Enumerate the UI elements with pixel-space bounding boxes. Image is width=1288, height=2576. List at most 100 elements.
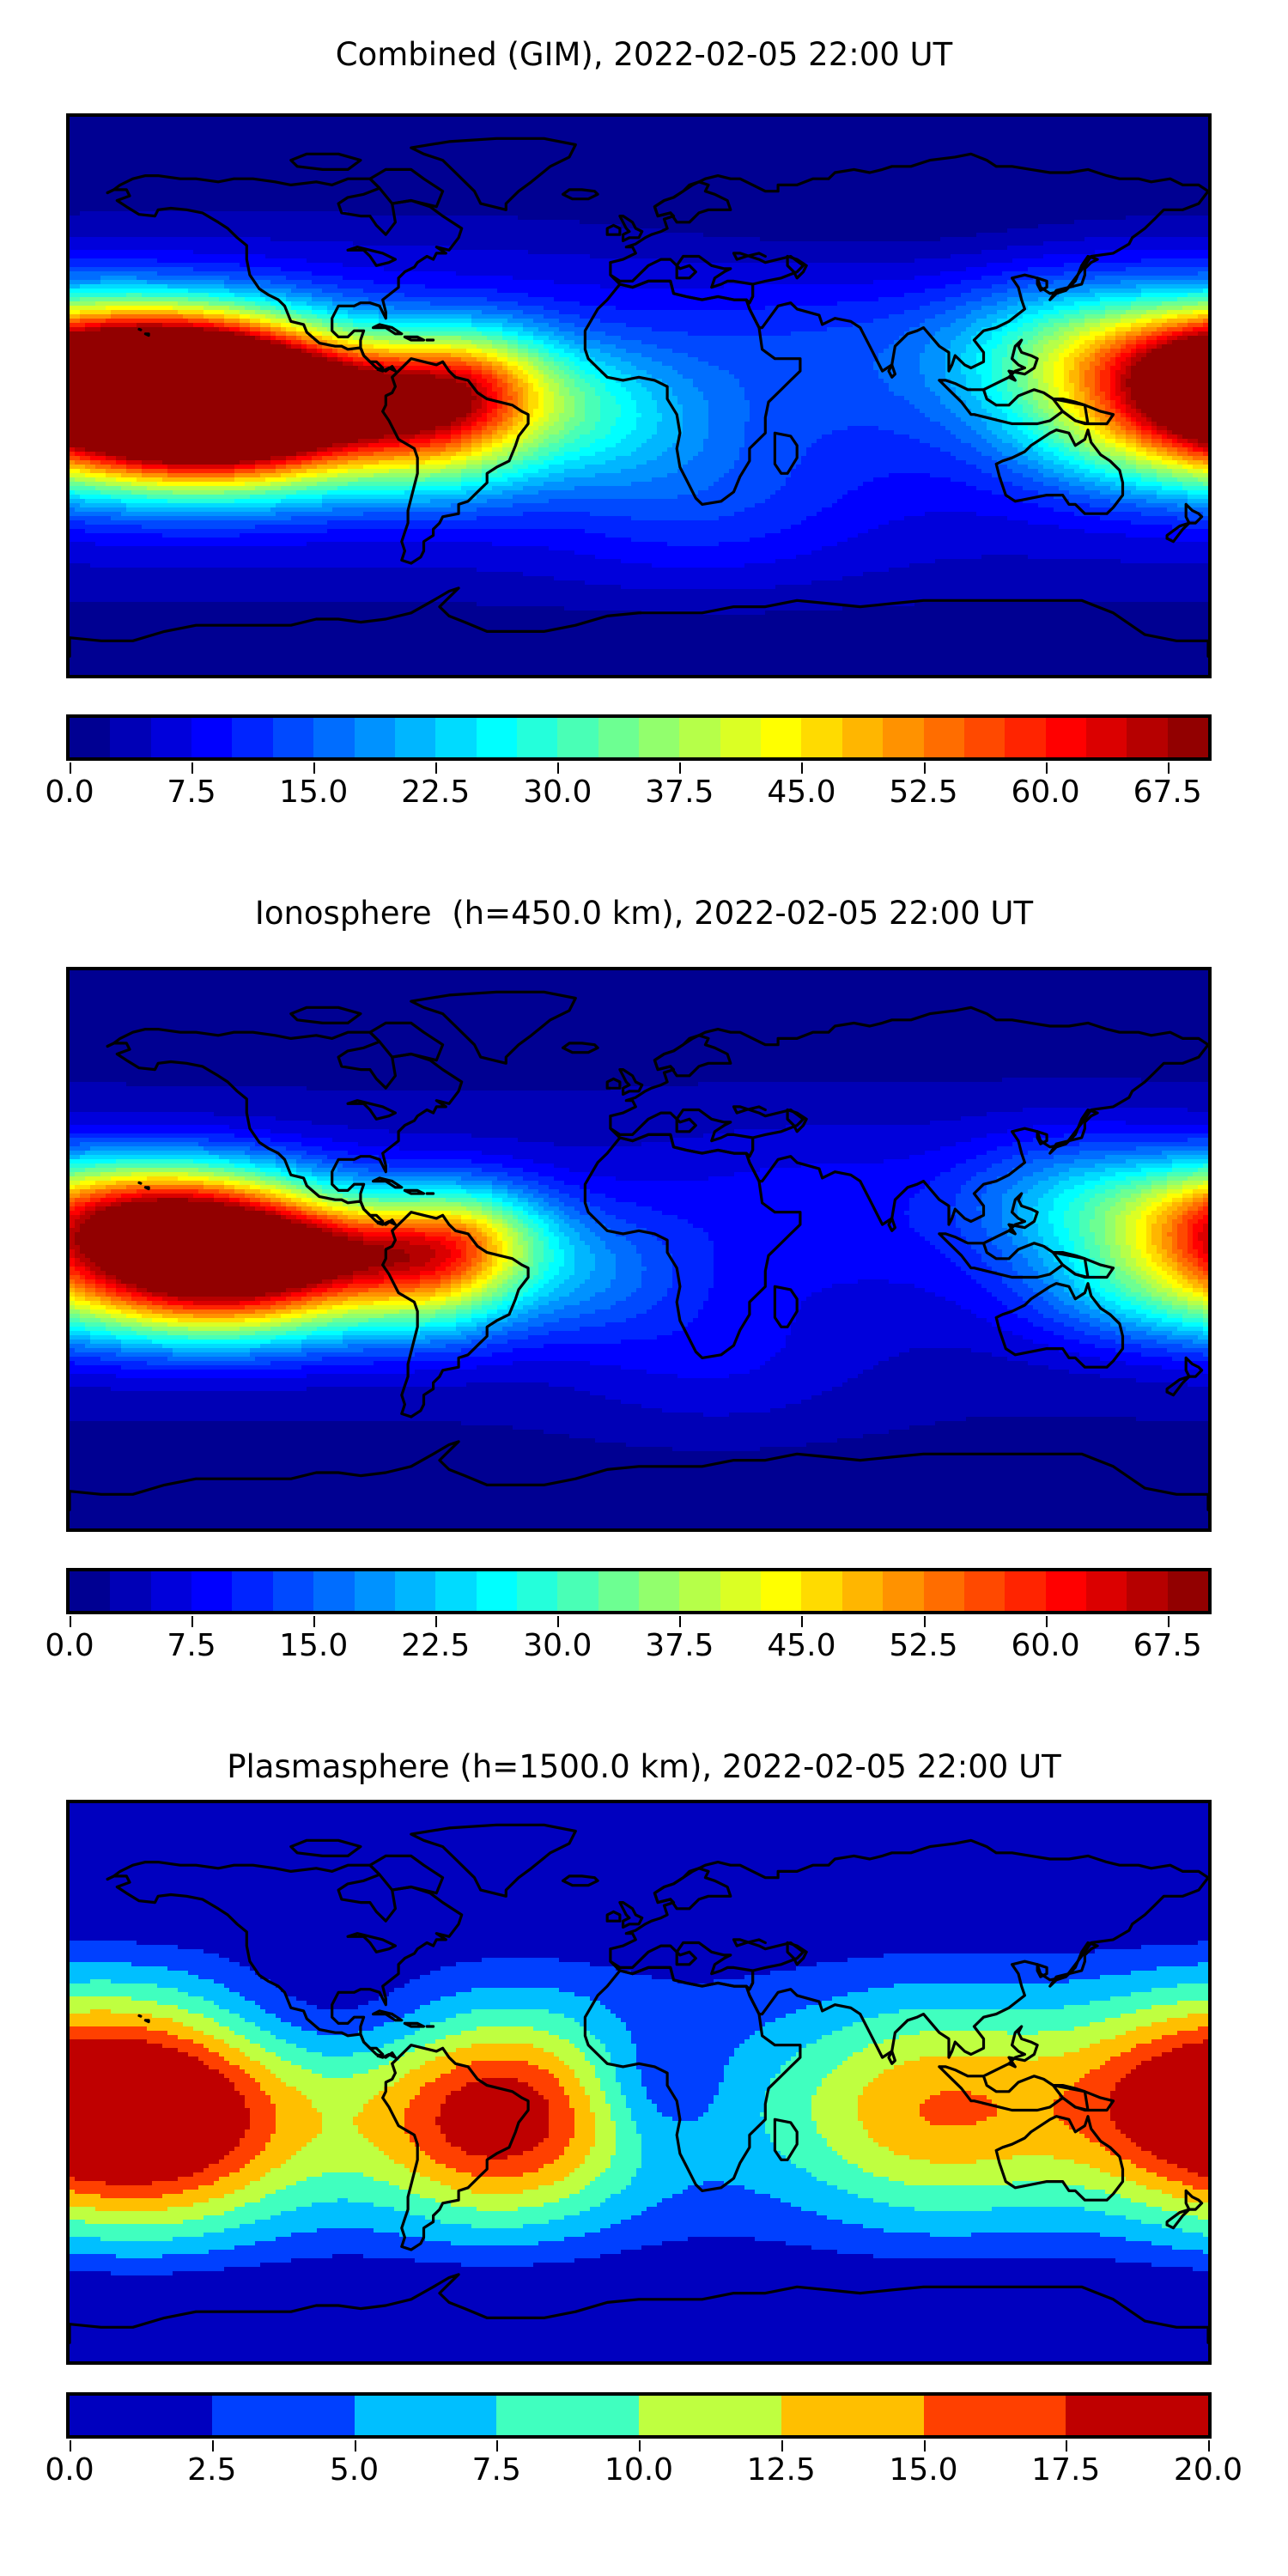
colorbar-band xyxy=(1167,718,1208,757)
colorbar-tick-label: 52.5 xyxy=(889,1628,958,1663)
coastline-path xyxy=(1165,1375,1191,1397)
colorbar-band xyxy=(394,718,436,757)
coastline-path xyxy=(1165,521,1191,544)
panel-title-plasmasphere: Plasmasphere (h=1500.0 km), 2022-02-05 2… xyxy=(227,1748,1061,1785)
colorbar-band xyxy=(516,1571,558,1611)
colorbar-tick-mark xyxy=(781,2440,783,2451)
coastline-path xyxy=(106,174,464,371)
coastline-path xyxy=(1048,1108,1099,1155)
coastline-path xyxy=(605,1077,622,1090)
coastline-path xyxy=(1184,2189,1204,2211)
colorbar-band xyxy=(191,718,233,757)
colorbar-tick-label: 17.5 xyxy=(1031,2452,1101,2488)
colorbar-band xyxy=(211,2396,355,2435)
coastline-path xyxy=(368,167,445,209)
panel-title-ionosphere: Ionosphere (h=450.0 km), 2022-02-05 22:0… xyxy=(254,895,1034,932)
colorbar-band xyxy=(841,718,884,757)
coastline-path xyxy=(605,223,622,236)
colorbar-band xyxy=(191,1571,233,1611)
colorbar-band xyxy=(801,1571,842,1611)
contour-fill-layer xyxy=(70,117,1208,675)
colorbar-tick-label: 37.5 xyxy=(645,1628,714,1663)
colorbar-tick-label: 7.5 xyxy=(167,1628,216,1663)
colorbar-tick-label: 52.5 xyxy=(889,775,958,810)
coastline-path xyxy=(786,254,808,280)
map-ionosphere xyxy=(66,967,1212,1532)
coastline-path xyxy=(368,1854,445,1895)
colorbar-tick-label: 67.5 xyxy=(1133,775,1202,810)
colorbar-tick-label: 12.5 xyxy=(746,2452,816,2488)
colorbar-band xyxy=(435,1571,477,1611)
colorbar-tick-label: 10.0 xyxy=(604,2452,674,2488)
colorbar-tick-mark xyxy=(923,1616,926,1627)
coastline-path xyxy=(372,323,404,336)
coastline-path xyxy=(346,1099,397,1121)
colorbar-band xyxy=(394,1571,436,1611)
colorbar-band xyxy=(639,2396,781,2435)
colorbar-tick-label: 22.5 xyxy=(401,1628,471,1663)
contour-fill-layer xyxy=(70,970,1208,1528)
colorbar-band xyxy=(1167,1571,1208,1611)
colorbar-band xyxy=(1066,2396,1208,2435)
colorbar-tick-label: 0.0 xyxy=(45,1628,94,1663)
colorbar-tick-label: 5.0 xyxy=(329,2452,380,2488)
colorbar-band xyxy=(496,2396,639,2435)
coastline-path xyxy=(562,188,599,201)
panel-combined: Combined (GIM), 2022-02-05 22:00 UT 0.0 7… xyxy=(0,0,1288,859)
colorbar-tick-mark xyxy=(313,1616,316,1627)
contour-fill-layer xyxy=(70,1803,1208,2361)
panel-plasmasphere: Plasmasphere (h=1500.0 km), 2022-02-05 2… xyxy=(0,1717,1288,2576)
colorbar-band xyxy=(354,2396,497,2435)
colorbar-tick-mark xyxy=(313,762,316,774)
coastline-path xyxy=(137,1181,143,1185)
colorbar-tick-label: 30.0 xyxy=(523,1628,592,1663)
coastline-path xyxy=(1051,398,1115,426)
colorbar-band xyxy=(761,1571,802,1611)
colorbar-tick-mark xyxy=(1066,2440,1068,2451)
coastline-layer xyxy=(70,1823,1208,2344)
colorbar-band xyxy=(516,718,558,757)
colorbar-tick-label: 7.5 xyxy=(471,2452,521,2488)
coastline-path xyxy=(609,1838,1208,1951)
colorbar-tick-label: 2.5 xyxy=(187,2452,237,2488)
colorbar-tick-label: 15.0 xyxy=(279,1628,349,1663)
colorbar-band xyxy=(110,718,151,757)
coastline-path xyxy=(609,1108,755,1158)
colorbar-tick-label: 0.0 xyxy=(45,775,94,810)
colorbar-band xyxy=(923,718,964,757)
coastline-path xyxy=(410,137,577,211)
coastline-path xyxy=(562,1874,599,1887)
coastline-path xyxy=(994,1282,1125,1369)
colorbar-tick-mark xyxy=(211,2440,214,2451)
coastline-path xyxy=(938,1192,1090,1279)
coastline-path xyxy=(618,1901,644,1929)
coastline-path xyxy=(653,1867,732,1911)
colorbar-tick-label: 45.0 xyxy=(767,775,836,810)
map-canvas-combined xyxy=(70,117,1208,675)
coastline-path xyxy=(887,2050,896,2065)
coastline-path xyxy=(70,1440,1208,1511)
coastline-path xyxy=(403,335,426,342)
colorbar-band xyxy=(272,718,314,757)
colorbar-band xyxy=(1085,1571,1127,1611)
coastline-path xyxy=(403,1188,426,1195)
map-combined xyxy=(66,113,1212,678)
colorbar-band xyxy=(963,718,1005,757)
coastline-path xyxy=(381,2044,530,2251)
map-canvas-plasmasphere xyxy=(70,1803,1208,2361)
coastline-path xyxy=(1048,1941,1099,1988)
colorbar-tick-label: 45.0 xyxy=(767,1628,836,1663)
colorbar-band xyxy=(232,1571,273,1611)
panel-title-combined: Combined (GIM), 2022-02-05 22:00 UT xyxy=(335,36,953,73)
coastline-path xyxy=(368,1021,445,1062)
coastline-path xyxy=(106,1874,397,2059)
colorbar-tick-mark xyxy=(1045,1616,1048,1627)
colorbar-tick-mark xyxy=(1167,762,1170,774)
coastline-path xyxy=(137,2014,143,2018)
coastline-path xyxy=(346,1932,397,1953)
colorbar-band xyxy=(1005,718,1046,757)
colorbar-band xyxy=(476,1571,517,1611)
coastline-path xyxy=(887,1217,896,1232)
coastline-path xyxy=(1036,1963,1048,1978)
